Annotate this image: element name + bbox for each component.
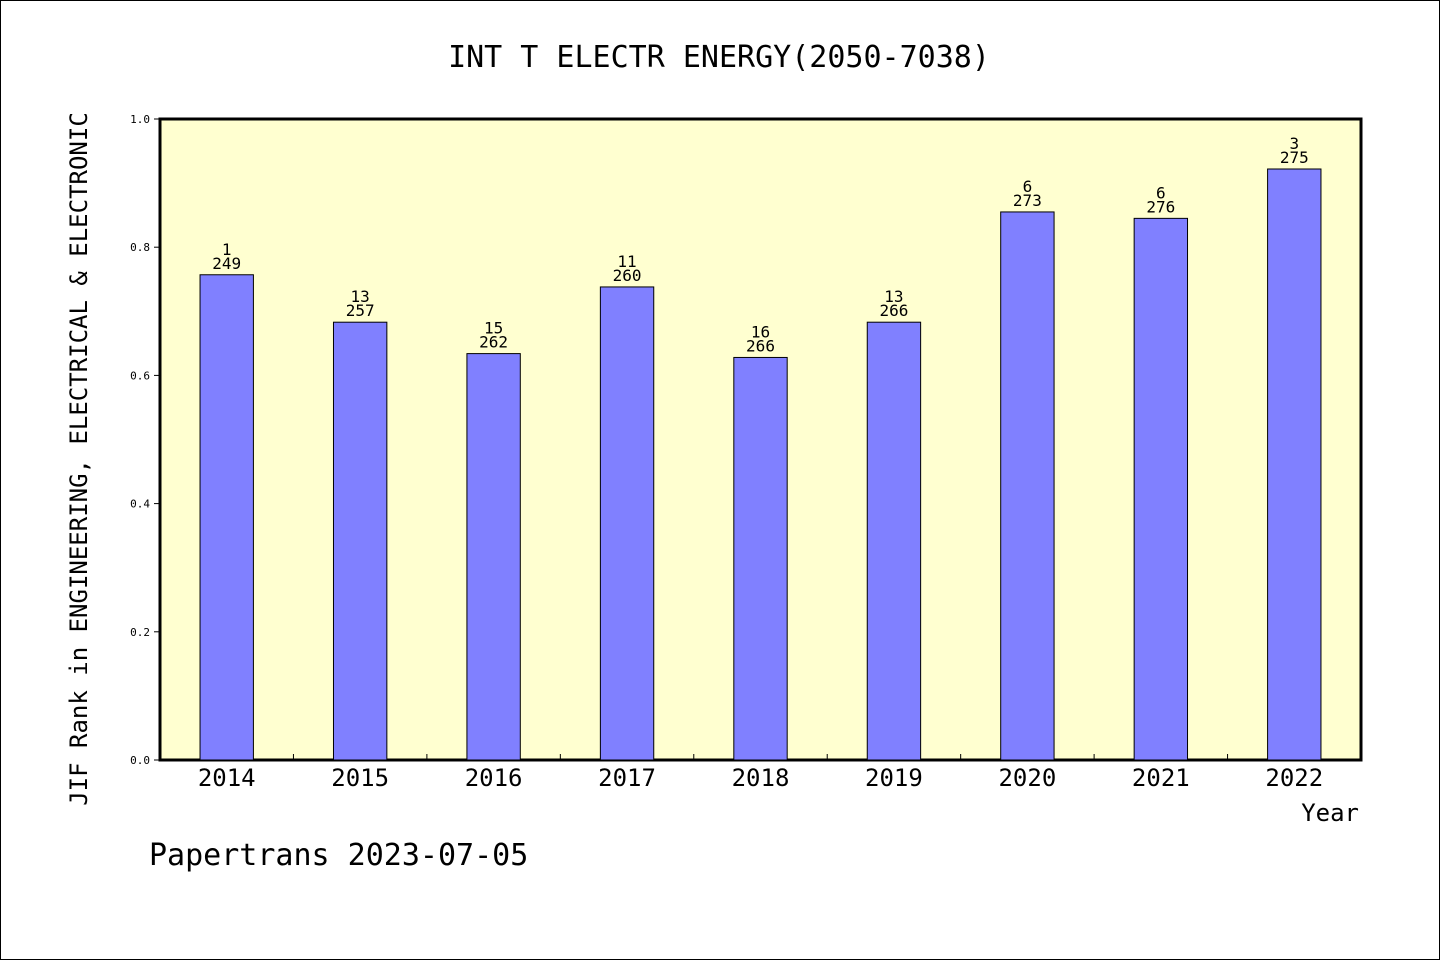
y-tick-label: 0.0 xyxy=(130,754,150,767)
x-tick-label: 2015 xyxy=(331,764,389,792)
bar-2016 xyxy=(466,353,521,761)
bar-total-label: 266 xyxy=(746,336,775,355)
bar-rank-label: 13 xyxy=(351,287,370,306)
bar-rank-label: 6 xyxy=(1156,183,1166,202)
bar-2015 xyxy=(332,321,388,761)
bar-2019 xyxy=(866,321,922,761)
x-tick-label: 2017 xyxy=(598,764,656,792)
bar-rank-label: 1 xyxy=(222,240,232,259)
bar-2020 xyxy=(1000,211,1055,761)
x-tick-label: 2019 xyxy=(865,764,923,792)
x-tick-label: 2018 xyxy=(732,764,790,792)
y-tick-label: 1.0 xyxy=(130,113,150,126)
bar-total-label: 262 xyxy=(479,333,508,352)
x-tick-label: 2014 xyxy=(198,764,256,792)
x-tick-label: 2021 xyxy=(1132,764,1190,792)
x-tick-label: 2020 xyxy=(998,764,1056,792)
bar-total-label: 260 xyxy=(613,266,642,285)
y-tick-label: 0.2 xyxy=(130,626,150,639)
bar-total-label: 275 xyxy=(1280,148,1309,167)
x-tick-label: 2016 xyxy=(465,764,523,792)
y-tick-label: 0.8 xyxy=(130,241,150,254)
y-axis: 0.0 0.2 0.4 0.6 0.8 1.0 xyxy=(130,113,160,767)
bar-rank-label: 3 xyxy=(1289,134,1299,153)
x-tick-label: 2022 xyxy=(1265,764,1323,792)
bar-rank-label: 13 xyxy=(884,287,903,306)
bar-2022 xyxy=(1267,168,1322,761)
bar-rank-label: 6 xyxy=(1023,177,1033,196)
y-tick-label: 0.6 xyxy=(130,369,150,382)
chart-title: INT T ELECTR ENERGY(2050-7038) xyxy=(448,40,990,75)
bar-2014 xyxy=(199,274,254,761)
bar-total-label: 276 xyxy=(1146,197,1175,216)
bar-total-label: 266 xyxy=(879,301,908,320)
x-axis: 2014 2015 2016 2017 2018 2019 2020 2021 2022 xyxy=(198,754,1323,792)
y-tick-label: 0.4 xyxy=(130,498,150,511)
bar-rank-label: 15 xyxy=(484,319,503,338)
y-axis-label: JIF Rank in ENGINEERING, ELECTRICAL & EL… xyxy=(65,112,93,806)
bar-2017 xyxy=(599,286,655,761)
bar-rank-label: 16 xyxy=(751,322,770,341)
x-axis-label: Year xyxy=(1301,799,1359,827)
bar-total-label: 249 xyxy=(212,254,241,273)
footer-text: Papertrans 2023-07-05 xyxy=(149,838,528,873)
bar-2021 xyxy=(1133,217,1189,761)
bar-rank-label: 11 xyxy=(617,252,636,271)
bar-2018 xyxy=(733,356,788,761)
bar-total-label: 273 xyxy=(1013,191,1042,210)
bar-total-label: 257 xyxy=(346,301,375,320)
